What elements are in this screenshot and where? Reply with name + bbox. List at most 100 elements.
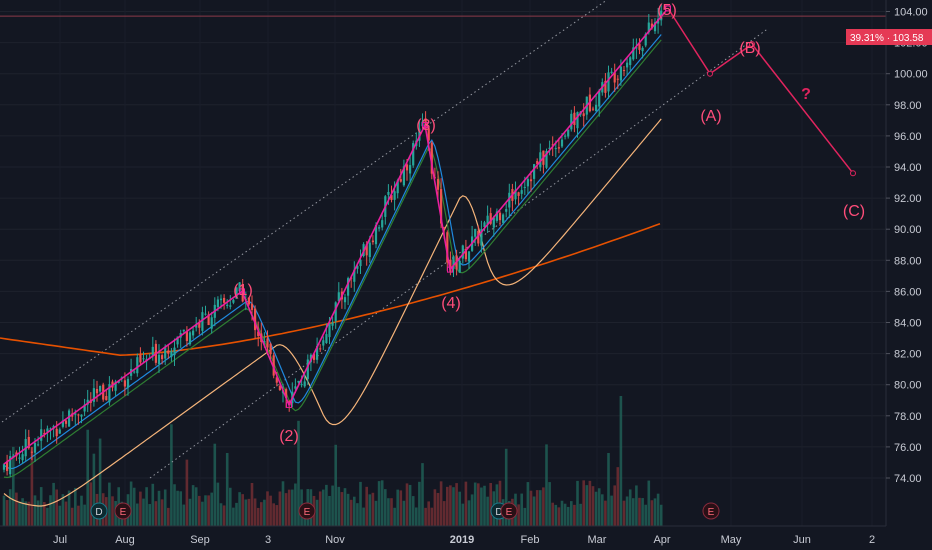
volume-bar: [607, 453, 610, 526]
candle-body: [607, 72, 610, 92]
candle-body: [275, 377, 278, 383]
wave-point-marker: [447, 266, 453, 273]
candle-body: [458, 260, 461, 273]
volume-bar: [480, 487, 483, 526]
volume-bar: [408, 484, 412, 526]
candle-body: [207, 314, 210, 326]
candle-body: [325, 334, 328, 344]
volume-bar: [573, 504, 576, 526]
candle-body: [557, 147, 560, 149]
candle-body: [529, 179, 533, 182]
wave-point-marker: [749, 41, 755, 48]
candle-body: [278, 386, 281, 390]
time-tick-label: Sep: [190, 534, 210, 546]
earnings-badge[interactable]: E: [298, 502, 316, 520]
wave-point-marker: [286, 401, 292, 408]
candle-body: [77, 414, 80, 416]
candle-body: [598, 90, 601, 107]
candle-body: [387, 191, 390, 195]
candle-body: [343, 297, 347, 303]
volume-bar: [36, 500, 40, 526]
candle-body: [238, 282, 241, 292]
candle-body: [95, 388, 99, 394]
candle-body: [46, 428, 49, 432]
volume-bar: [229, 487, 232, 526]
volume-bar: [58, 505, 62, 526]
volume-bar: [89, 482, 93, 526]
volume-bar: [67, 490, 71, 526]
candle-body: [303, 381, 306, 387]
candle-body: [269, 343, 272, 355]
projected-wave-label: (C): [843, 203, 865, 220]
earnings-badge[interactable]: E: [500, 502, 518, 520]
candle-body: [508, 192, 511, 208]
volume-bar: [455, 483, 458, 526]
corrective-wave-line: [667, 7, 854, 174]
volume-bar: [436, 492, 440, 526]
candle-body: [505, 209, 508, 212]
wave-point-marker: [422, 122, 428, 129]
volume-bar: [170, 424, 173, 526]
volume-bar: [548, 482, 551, 526]
candle-body: [520, 190, 523, 194]
candle-body: [257, 331, 260, 336]
volume-bar: [222, 505, 226, 526]
badge-label: E: [120, 507, 127, 518]
price-axis-panel: [886, 0, 932, 526]
volume-bar: [486, 496, 489, 526]
volume-bar: [151, 483, 155, 526]
projected-wave-label: (A): [700, 108, 721, 125]
candle-body: [548, 147, 551, 150]
dividend-badge[interactable]: D: [90, 502, 108, 520]
candle-body: [108, 384, 111, 403]
volume-bar: [635, 485, 638, 526]
candle-body: [430, 142, 433, 174]
candle-body: [359, 259, 362, 267]
volume-bar: [644, 504, 647, 526]
volume-bar: [74, 487, 77, 526]
volume-bar: [216, 482, 220, 526]
channel-lower-line: [149, 28, 769, 479]
volume-bar: [356, 503, 359, 526]
candle-body: [604, 80, 607, 93]
candle-body: [74, 413, 77, 415]
price-badge-box: [846, 29, 932, 45]
volume-bar: [470, 494, 474, 526]
volume-bar: [418, 481, 421, 526]
candle-body: [226, 304, 229, 306]
candle-body: [440, 189, 443, 224]
time-tick-label: Mar: [588, 534, 607, 546]
last-price-badge: 39.31% · 103.58: [846, 29, 932, 45]
volume-bar: [396, 489, 399, 526]
candle-body: [328, 323, 331, 338]
volume-bar: [287, 489, 291, 526]
earnings-badge[interactable]: E: [114, 502, 132, 520]
volume-bar: [557, 507, 561, 526]
volume-bar: [362, 507, 365, 526]
volume-bar: [247, 498, 251, 526]
candle-body: [446, 232, 449, 263]
time-axis[interactable]: Jul Aug Sep 3 Nov 2019 Feb Mar Apr May Jun 2: [53, 534, 875, 546]
volume-bar: [80, 495, 83, 526]
wave-point-marker: [850, 170, 856, 177]
candle-body: [18, 457, 21, 459]
volume-bar: [449, 485, 452, 526]
candle-body: [173, 347, 176, 356]
candle-body: [409, 165, 412, 174]
volume-bar: [210, 492, 213, 526]
candle-body: [573, 112, 576, 125]
earnings-badge[interactable]: E: [702, 502, 720, 520]
price-tick-label: 100.00: [894, 69, 928, 81]
candle-body: [331, 322, 334, 326]
badge-circle: [298, 502, 316, 520]
volume-bar: [628, 489, 632, 526]
candle-body: [570, 113, 573, 130]
price-axis[interactable]: 74.00 76.00 78.00 80.00 82.00 84.00 86.00 88.00…: [886, 7, 928, 486]
volume-bar: [464, 481, 468, 526]
volume-bar: [204, 495, 207, 526]
volume-bar: [325, 484, 328, 526]
candle-body: [40, 429, 43, 441]
candle-body: [356, 265, 359, 269]
